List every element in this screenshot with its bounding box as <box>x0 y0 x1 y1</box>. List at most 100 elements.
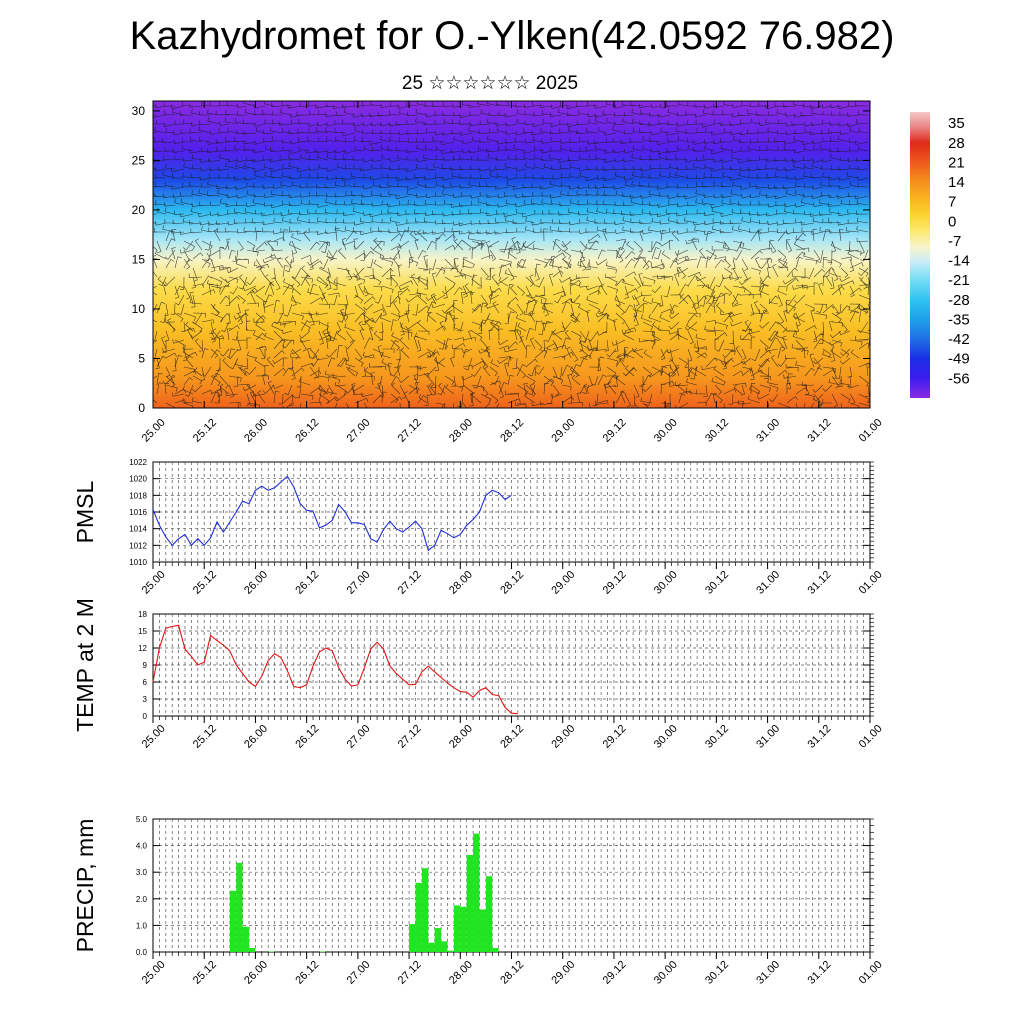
wind-barb <box>666 148 680 153</box>
wind-barb <box>623 201 635 206</box>
wind-barb <box>561 240 572 248</box>
wind-barb <box>541 198 554 206</box>
wind-barb <box>458 221 473 226</box>
wind-barb <box>298 330 311 339</box>
wind-barb <box>497 339 509 346</box>
wind-barb <box>849 146 859 152</box>
wind-barb <box>199 120 212 125</box>
wind-barb <box>839 379 851 386</box>
wind-barb <box>622 366 635 377</box>
wind-barb <box>246 202 257 207</box>
wind-barb <box>778 257 788 269</box>
wind-barb <box>687 183 698 189</box>
wind-barb <box>289 218 302 224</box>
wind-barb <box>813 303 828 309</box>
wind-barb <box>417 305 430 314</box>
x-tick-label: 31.00 <box>754 959 782 987</box>
wind-barb <box>488 285 493 297</box>
wind-barb <box>486 101 500 107</box>
wind-barb <box>668 321 680 330</box>
wind-barb <box>729 219 743 225</box>
wind-barb <box>278 121 293 126</box>
wind-barb <box>307 208 320 215</box>
wind-barb <box>380 192 392 197</box>
wind-barb <box>252 391 266 397</box>
wind-barb <box>741 348 747 360</box>
wind-barb <box>201 389 213 395</box>
wind-barb <box>732 370 744 377</box>
wind-barb <box>660 380 674 386</box>
wind-barb <box>786 396 798 404</box>
colorbar-label: 7 <box>948 194 956 211</box>
wind-barb <box>327 375 341 384</box>
wind-barb <box>244 309 250 323</box>
wind-barb <box>325 198 338 206</box>
wind-barb <box>626 241 635 251</box>
wind-barb <box>345 402 350 408</box>
wind-barb <box>373 330 383 341</box>
wind-barb <box>165 384 178 392</box>
wind-barb <box>290 348 302 355</box>
wind-barb <box>300 276 314 283</box>
wind-barb <box>435 145 446 152</box>
wind-barb <box>396 146 410 152</box>
wind-barb <box>850 349 860 359</box>
wind-barb <box>246 302 259 308</box>
wind-barb <box>606 357 619 365</box>
wind-barb <box>300 362 314 368</box>
wind-barb <box>269 126 284 134</box>
wind-barb <box>541 156 554 161</box>
wind-barb <box>604 149 617 154</box>
wind-barb <box>288 240 302 251</box>
wind-barb <box>507 374 514 386</box>
wind-barb <box>162 225 176 233</box>
wind-barb <box>399 337 410 350</box>
wind-barb <box>723 348 736 355</box>
wind-barb <box>657 113 671 118</box>
wind-barb <box>469 174 482 179</box>
wind-barb <box>444 258 454 271</box>
wind-barb <box>693 221 707 226</box>
wind-barb <box>417 351 432 359</box>
wind-barb <box>550 199 563 206</box>
wind-barb <box>191 164 203 170</box>
wind-barb <box>308 128 320 134</box>
x-tick-label: 31.12 <box>806 723 834 751</box>
wind-barb <box>667 108 680 116</box>
y-tick-label: 12 <box>138 644 147 653</box>
wind-barb <box>747 109 761 116</box>
wind-barb <box>253 104 266 109</box>
wind-barb <box>720 158 734 163</box>
wind-barb <box>741 368 754 377</box>
wind-barb <box>777 249 787 261</box>
wind-barb <box>856 304 869 314</box>
wind-barb <box>785 354 797 360</box>
wind-barb <box>212 304 221 314</box>
wind-barb <box>812 185 824 190</box>
wind-barb <box>395 194 410 199</box>
wind-barb <box>182 348 194 359</box>
x-tick-label: 27.12 <box>396 569 424 597</box>
wind-barb <box>821 103 833 109</box>
wind-barb <box>371 146 383 152</box>
wind-barb <box>523 154 536 161</box>
wind-barb <box>624 321 632 334</box>
wind-barb <box>687 238 699 243</box>
wind-barb <box>341 238 347 251</box>
wind-barb <box>488 329 493 341</box>
wind-barb <box>264 332 275 341</box>
wind-barb <box>291 181 302 188</box>
wind-barb <box>408 384 419 394</box>
wind-barb <box>623 176 635 181</box>
wind-barb <box>676 230 689 235</box>
wind-barb <box>702 154 716 161</box>
wind-barb <box>606 285 619 294</box>
wind-barb <box>552 239 560 251</box>
wind-barb <box>442 184 455 189</box>
wind-barb <box>858 303 869 315</box>
wind-barb <box>740 357 752 365</box>
wind-barb <box>505 199 518 206</box>
wind-barb <box>225 110 239 116</box>
wind-barb <box>522 242 536 251</box>
wind-barb <box>804 210 815 216</box>
